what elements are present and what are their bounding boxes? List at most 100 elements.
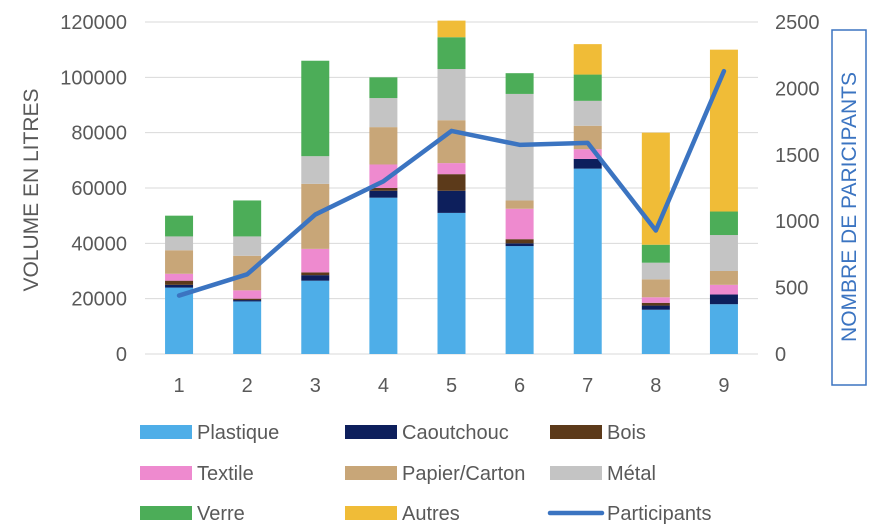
bar-segment bbox=[505, 73, 534, 94]
participants-point bbox=[246, 273, 248, 275]
y-tick-label: 0 bbox=[116, 344, 127, 366]
bars bbox=[165, 20, 738, 354]
bar-segment bbox=[437, 212, 466, 354]
bar-segment bbox=[573, 168, 602, 354]
bar-segment bbox=[369, 98, 398, 128]
bar-segment bbox=[301, 280, 330, 354]
bar-segment bbox=[437, 174, 466, 191]
bar-segment bbox=[641, 262, 670, 280]
y2-tick-label: 500 bbox=[775, 278, 808, 300]
legend-swatch bbox=[140, 425, 192, 439]
legend-label: Autres bbox=[402, 503, 460, 525]
bar-segment bbox=[641, 309, 670, 354]
bar-segment bbox=[369, 77, 398, 99]
participants-point bbox=[451, 130, 452, 132]
bar-segment bbox=[505, 239, 534, 244]
legend: Plastique Caoutchouc Bois Textile Papier/Car… bbox=[140, 422, 712, 525]
bar-segment bbox=[369, 127, 398, 165]
bar-segment bbox=[165, 280, 194, 285]
bar-segment bbox=[505, 200, 534, 209]
legend-label: Textile bbox=[197, 463, 254, 485]
participants-point bbox=[519, 144, 521, 146]
y-tick-label: 120000 bbox=[60, 12, 127, 34]
bar-segment bbox=[505, 246, 534, 354]
bar-segment bbox=[369, 188, 398, 191]
participants-point bbox=[723, 70, 725, 72]
participants-point bbox=[655, 229, 657, 231]
bar-segment bbox=[233, 200, 262, 237]
bar-segment bbox=[573, 100, 602, 126]
bar-segment bbox=[709, 294, 738, 305]
y-tick-label: 80000 bbox=[71, 123, 127, 145]
bar-segment bbox=[573, 158, 602, 169]
x-tick-label: 4 bbox=[378, 375, 389, 397]
bar-segment bbox=[301, 275, 330, 281]
legend-swatch bbox=[550, 466, 602, 480]
bar-segment bbox=[369, 190, 398, 198]
legend-label: Plastique bbox=[197, 422, 279, 444]
bar-segment bbox=[233, 290, 262, 299]
legend-swatch bbox=[345, 466, 397, 480]
bar-segment bbox=[165, 287, 194, 354]
y2-tick-label: 1000 bbox=[775, 211, 820, 233]
bar-segment bbox=[709, 211, 738, 236]
bar-segment bbox=[233, 236, 262, 256]
bar-segment bbox=[369, 197, 398, 354]
y2-axis-title: NOMBRE DE PARICIPANTS bbox=[838, 72, 861, 342]
y-tick-label: 100000 bbox=[60, 67, 127, 89]
bar-segment bbox=[709, 304, 738, 354]
legend-label: Bois bbox=[607, 422, 646, 444]
bar-segment bbox=[709, 271, 738, 285]
participants-point bbox=[382, 180, 384, 182]
bar-segment bbox=[233, 300, 262, 302]
x-tick-label: 3 bbox=[310, 375, 321, 397]
legend-label: Verre bbox=[197, 503, 245, 525]
bar-segment bbox=[437, 37, 466, 70]
y-tick-label: 60000 bbox=[71, 178, 127, 200]
bar-segment bbox=[165, 215, 194, 237]
bar-segment bbox=[437, 69, 466, 121]
y2-axis-title-border bbox=[831, 29, 867, 386]
x-tick-label: 1 bbox=[173, 375, 184, 397]
bar-segment bbox=[573, 149, 602, 159]
x-tick-label: 7 bbox=[582, 375, 593, 397]
bar-segment bbox=[301, 272, 330, 276]
bar-segment bbox=[233, 298, 262, 301]
y-axis-title: VOLUME EN LITRES bbox=[20, 88, 43, 291]
bar-segment bbox=[437, 20, 466, 38]
bar-segment bbox=[573, 74, 602, 101]
legend-swatch bbox=[140, 466, 192, 480]
bar-segment bbox=[505, 93, 534, 201]
y2-tick-label: 2000 bbox=[775, 78, 820, 100]
legend-swatch bbox=[345, 506, 397, 520]
legend-label: Métal bbox=[607, 463, 656, 485]
legend-label: Papier/Carton bbox=[402, 463, 525, 485]
bar-segment bbox=[641, 302, 670, 306]
bar-segment bbox=[233, 301, 262, 354]
bar-segment bbox=[301, 60, 330, 157]
y2-tick-label: 0 bbox=[775, 344, 786, 366]
participants-point bbox=[178, 295, 180, 297]
bar-segment bbox=[165, 250, 194, 274]
bar-segment bbox=[165, 284, 194, 288]
bar-segment bbox=[573, 44, 602, 75]
bar-segment bbox=[641, 305, 670, 310]
x-tick-label: 5 bbox=[446, 375, 457, 397]
bar-segment bbox=[641, 279, 670, 298]
bar-segment bbox=[165, 236, 194, 251]
bar-segment bbox=[641, 297, 670, 303]
legend-swatch bbox=[140, 506, 192, 520]
bar-segment bbox=[437, 190, 466, 213]
x-tick-label: 8 bbox=[650, 375, 661, 397]
participants-point bbox=[587, 142, 589, 144]
bar-segment bbox=[437, 163, 466, 175]
y-tick-label: 40000 bbox=[71, 233, 127, 255]
legend-swatch bbox=[550, 425, 602, 439]
participants-point bbox=[314, 214, 316, 216]
bar-segment bbox=[301, 248, 330, 273]
bar-segment bbox=[369, 164, 398, 188]
y2-tick-label: 2500 bbox=[775, 12, 820, 34]
bar-segment bbox=[165, 273, 194, 281]
